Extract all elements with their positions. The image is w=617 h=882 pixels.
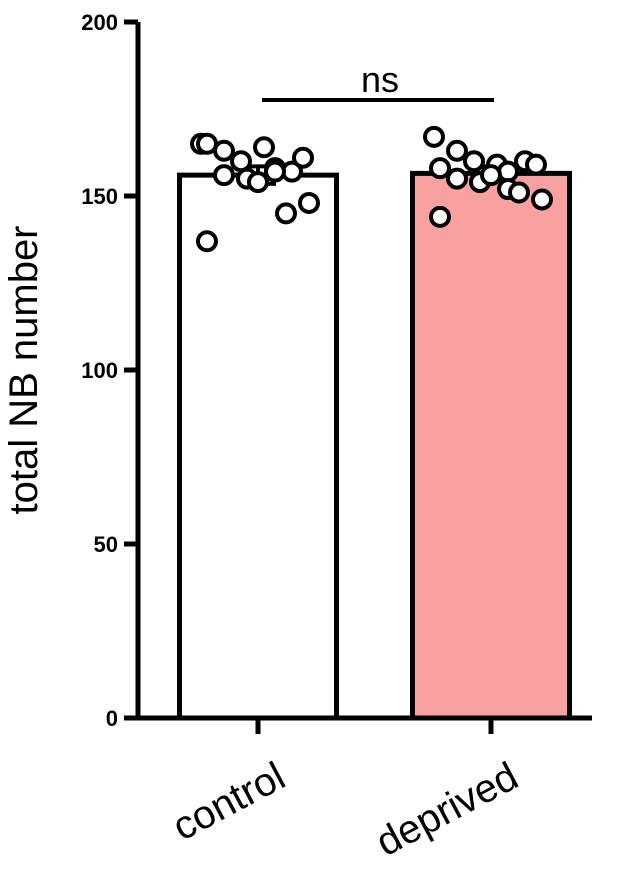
bars-layer [177,170,572,721]
data-point-deprived [508,181,530,204]
data-point-deprived [497,160,519,183]
data-point-control [213,164,235,187]
data-point-control [230,150,252,173]
data-point-control [292,146,314,169]
data-point-deprived [423,125,445,148]
y-tick-label: 200 [81,10,118,35]
data-point-deprived [446,139,468,162]
points-layer [190,125,553,253]
significance-layer: ns [262,59,494,102]
data-point-control [196,132,218,155]
y-tick-label: 50 [94,532,118,557]
data-point-control [275,202,297,225]
y-axis-label: total NB number [2,225,46,514]
y-tick-label: 150 [81,184,118,209]
data-point-control [264,160,286,183]
data-point-control [298,191,320,214]
data-point-deprived [429,157,451,180]
significance-label: ns [361,59,399,100]
y-tick-label: 100 [81,358,118,383]
data-point-control [196,230,218,253]
data-point-deprived [480,164,502,187]
bar-deprived [410,170,572,721]
data-point-deprived [525,153,547,176]
data-point-control [253,136,275,159]
data-point-deprived [531,188,553,211]
data-point-deprived [446,167,468,190]
bar-control [177,172,339,721]
data-point-control [247,171,269,194]
y-tick-label: 0 [106,706,118,731]
x-category-label-control: control [166,754,293,849]
data-point-deprived [463,150,485,173]
x-category-label-deprived: deprived [369,754,525,865]
data-point-deprived [429,205,451,228]
